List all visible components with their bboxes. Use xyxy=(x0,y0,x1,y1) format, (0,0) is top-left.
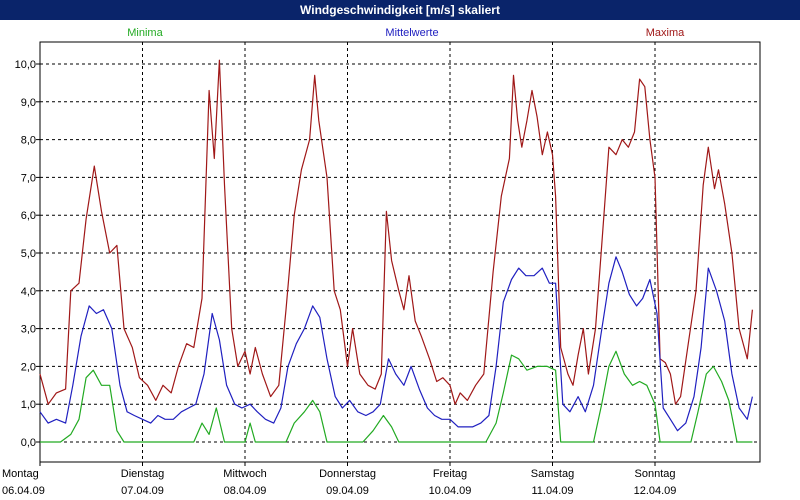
y-tick-label: 5,0 xyxy=(21,248,36,260)
y-tick-label: 7,0 xyxy=(21,172,36,184)
y-tick-label: 10,0 xyxy=(15,59,36,71)
x-tick-label-date: 08.04.09 xyxy=(224,485,267,497)
x-tick-label-date: 07.04.09 xyxy=(121,485,164,497)
x-tick-label-day: Mittwoch xyxy=(223,468,266,480)
x-tick-label-day: Samstag xyxy=(531,468,574,480)
legend-label: Maxima xyxy=(646,27,685,39)
y-tick-label: 6,0 xyxy=(21,210,36,222)
x-tick-label-date: 06.04.09 xyxy=(2,485,45,497)
plot-frame xyxy=(39,41,761,463)
x-tick-label-day: Dienstag xyxy=(121,468,164,480)
x-tick-label-day: Sonntag xyxy=(635,468,676,480)
y-tick-label: 3,0 xyxy=(21,324,36,336)
y-tick-label: 8,0 xyxy=(21,135,36,147)
chart-canvas: 0,0 1,0 2,0 3,0 4,0 5,0 6,0 7,0 8,0 9,0 10,0 Montag… xyxy=(0,20,800,500)
window-title: Windgeschwindigkeit [m/s] skaliert xyxy=(0,0,800,20)
x-tick-label-day: Freitag xyxy=(433,468,467,480)
y-tick-label: 1,0 xyxy=(21,399,36,411)
series-line-minima xyxy=(40,350,753,443)
y-tick-label: 2,0 xyxy=(21,361,36,373)
x-tick-label-date: 12.04.09 xyxy=(634,485,677,497)
wind-speed-chart: 0,0 1,0 2,0 3,0 4,0 5,0 6,0 7,0 8,0 9,0 10,0 Montag… xyxy=(2,27,761,497)
y-tick-label: 4,0 xyxy=(21,286,36,298)
legend-label: Mittelwerte xyxy=(385,27,438,39)
y-tick-label: 0,0 xyxy=(21,437,36,449)
series-line-mittelwerte xyxy=(39,256,753,432)
y-tick-label: 9,0 xyxy=(21,97,36,109)
x-tick-label-date: 11.04.09 xyxy=(531,485,573,497)
x-tick-label-date: 09.04.09 xyxy=(326,485,369,497)
series-line-maxima xyxy=(39,59,753,405)
x-tick-label-day: Montag xyxy=(2,468,39,480)
legend-label: Minima xyxy=(127,27,163,39)
x-tick-label-day: Donnerstag xyxy=(319,468,376,480)
x-tick-label-date: 10.04.09 xyxy=(429,485,472,497)
